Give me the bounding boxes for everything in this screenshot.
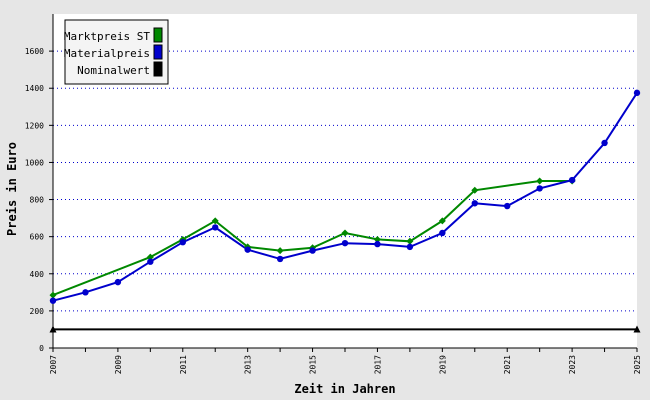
data-point-0 bbox=[49, 291, 57, 299]
legend: Marktpreis ST Materialpreis Nominalwert bbox=[64, 19, 169, 85]
legend-swatch-materialpreis bbox=[153, 44, 163, 60]
y-tick-label: 200 bbox=[30, 307, 45, 316]
data-point-1 bbox=[471, 200, 478, 207]
y-tick-label: 1000 bbox=[25, 158, 44, 167]
grid-lines bbox=[53, 50, 637, 312]
data-point-0 bbox=[211, 217, 219, 225]
data-point-1 bbox=[49, 297, 57, 304]
x-tick-label: 2015 bbox=[309, 355, 318, 374]
legend-box bbox=[64, 19, 169, 85]
y-tick-label: 400 bbox=[30, 270, 45, 279]
data-point-1 bbox=[309, 247, 316, 254]
x-tick-label: 2019 bbox=[438, 355, 447, 374]
x-tick-label: 2011 bbox=[179, 355, 188, 374]
x-tick-label: 2009 bbox=[114, 355, 123, 374]
legend-swatch-marktpreis bbox=[153, 27, 163, 43]
data-point-1 bbox=[504, 202, 511, 210]
legend-label-marktpreis: Marktpreis ST bbox=[64, 30, 150, 43]
data-point-1 bbox=[568, 176, 576, 184]
data-point-1 bbox=[601, 139, 608, 147]
x-tick-label: 2021 bbox=[503, 355, 512, 374]
data-point-0 bbox=[406, 237, 414, 245]
data-point-0 bbox=[146, 253, 154, 261]
data-point-1 bbox=[536, 185, 543, 192]
y-tick-label: 1200 bbox=[25, 121, 44, 130]
y-tick-label: 1600 bbox=[25, 47, 44, 56]
x-tick-label: 2023 bbox=[568, 355, 577, 374]
y-tick-label: 1400 bbox=[25, 84, 44, 93]
y-tick-label: 800 bbox=[30, 196, 45, 205]
legend-label-materialpreis: Materialpreis bbox=[64, 47, 150, 60]
data-point-0 bbox=[536, 177, 544, 185]
y-tick-label: 0 bbox=[39, 344, 44, 353]
x-axis-title: Zeit in Jahren bbox=[294, 382, 395, 396]
x-tick-label: 2007 bbox=[49, 355, 58, 374]
data-point-0 bbox=[438, 217, 446, 225]
data-point-0 bbox=[471, 186, 479, 194]
data-point-0 bbox=[373, 235, 381, 243]
data-point-1 bbox=[276, 255, 284, 263]
data-point-1 bbox=[82, 289, 89, 296]
y-tick-labels: 0 200 400 600 800 1000 1200 1400 1600 bbox=[25, 47, 53, 353]
data-point-1 bbox=[374, 240, 381, 248]
data-point-1 bbox=[341, 239, 349, 247]
legend-swatch-nominalwert bbox=[153, 61, 163, 77]
data-point-1 bbox=[114, 278, 122, 286]
data-point-0 bbox=[341, 229, 349, 237]
data-point-1 bbox=[244, 246, 251, 253]
data-point-1 bbox=[147, 258, 154, 265]
data-point-1 bbox=[633, 89, 641, 97]
y-axis-title: Preis in Euro bbox=[5, 142, 19, 236]
series-line-0 bbox=[52, 180, 573, 297]
data-point-1 bbox=[406, 243, 414, 251]
x-tick-label: 2017 bbox=[373, 355, 382, 374]
data-point-1 bbox=[179, 239, 186, 246]
data-point-2 bbox=[633, 325, 641, 333]
series-layer bbox=[49, 89, 641, 333]
legend-label-nominalwert: Nominalwert bbox=[77, 64, 150, 77]
data-point-1 bbox=[439, 229, 446, 237]
data-point-0 bbox=[276, 247, 284, 255]
x-tick-label: 2025 bbox=[633, 355, 642, 374]
x-tick-labels: 2007 2009 2011 2013 2015 2017 2019 2021 2023 2025 bbox=[49, 348, 642, 374]
y-tick-label: 600 bbox=[30, 233, 45, 242]
x-tick-label: 2013 bbox=[244, 355, 253, 374]
data-point-1 bbox=[212, 224, 219, 231]
data-point-2 bbox=[49, 325, 57, 333]
